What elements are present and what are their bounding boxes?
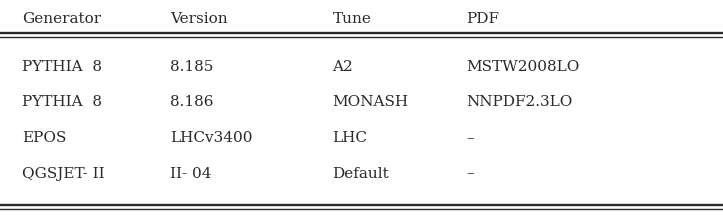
- Text: –: –: [466, 167, 474, 181]
- Text: Version: Version: [170, 12, 228, 26]
- Text: PDF: PDF: [466, 12, 500, 26]
- Text: EPOS: EPOS: [22, 131, 66, 145]
- Text: Generator: Generator: [22, 12, 100, 26]
- Text: LHC: LHC: [333, 131, 367, 145]
- Text: LHCv3400: LHCv3400: [170, 131, 252, 145]
- Text: Default: Default: [333, 167, 389, 181]
- Text: PYTHIA  8: PYTHIA 8: [22, 95, 102, 109]
- Text: Tune: Tune: [333, 12, 372, 26]
- Text: –: –: [466, 131, 474, 145]
- Text: MSTW2008LO: MSTW2008LO: [466, 60, 580, 74]
- Text: MONASH: MONASH: [333, 95, 408, 109]
- Text: NNPDF2.3LO: NNPDF2.3LO: [466, 95, 573, 109]
- Text: II- 04: II- 04: [170, 167, 211, 181]
- Text: 8.185: 8.185: [170, 60, 213, 74]
- Text: 8.186: 8.186: [170, 95, 213, 109]
- Text: QGSJET- II: QGSJET- II: [22, 167, 104, 181]
- Text: PYTHIA  8: PYTHIA 8: [22, 60, 102, 74]
- Text: A2: A2: [333, 60, 354, 74]
